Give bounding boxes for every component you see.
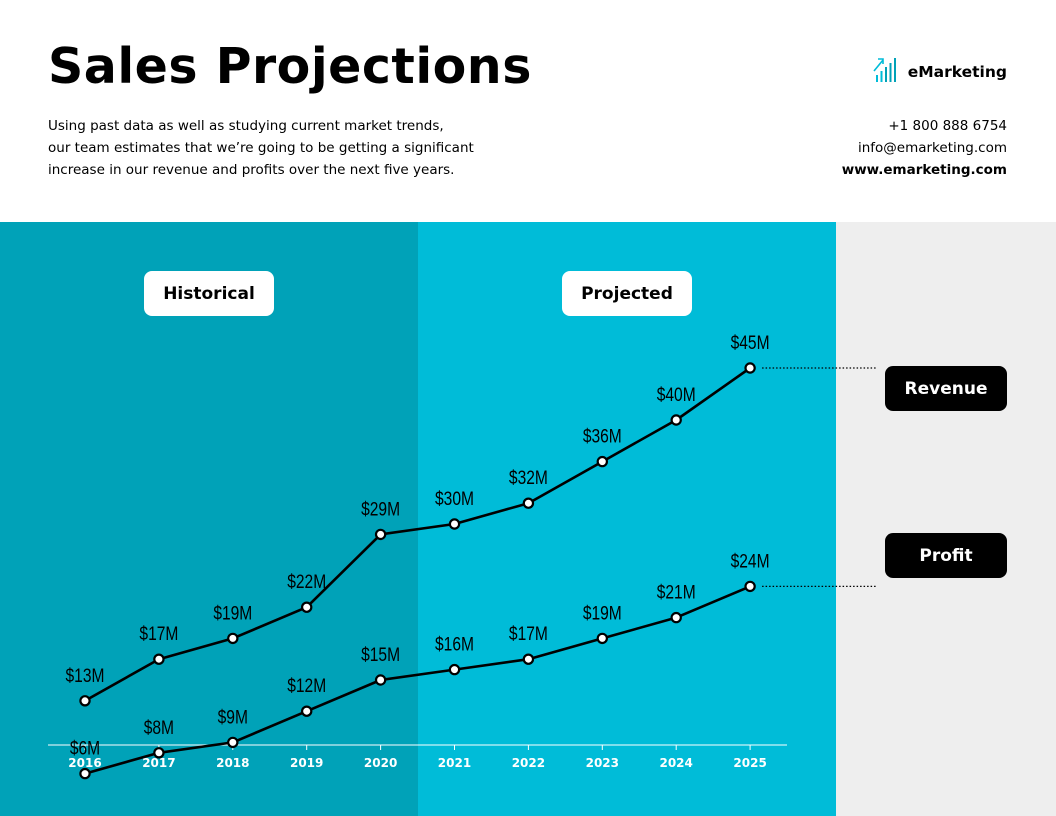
- data-point: [596, 632, 609, 645]
- series-line-profit: [84, 585, 751, 775]
- data-point: [153, 653, 165, 665]
- x-tick-label: 2021: [438, 756, 471, 770]
- x-tick-label: 2025: [733, 756, 766, 770]
- website-link[interactable]: www.emarketing.com: [841, 162, 1007, 178]
- brand-logo: eMarketing: [873, 56, 1007, 87]
- x-tick-label: 2023: [586, 756, 619, 770]
- description-line: Using past data as well as studying curr…: [48, 118, 444, 134]
- data-label: $36M: [583, 425, 622, 447]
- series-line-revenue: [84, 366, 751, 702]
- data-label: $8M: [144, 716, 174, 738]
- data-point: [227, 632, 239, 645]
- data-label: $19M: [583, 602, 622, 624]
- data-label: $22M: [287, 571, 326, 593]
- data-label: $15M: [361, 644, 400, 666]
- page-title: Sales Projections: [48, 38, 532, 95]
- data-point: [79, 767, 91, 780]
- data-label: $24M: [731, 550, 770, 572]
- data-label: $6M: [70, 737, 100, 759]
- data-point: [374, 528, 387, 541]
- data-point: [448, 663, 461, 676]
- data-point: [522, 653, 535, 665]
- data-label: $19M: [213, 602, 252, 624]
- bar-chart-arrow-icon: [873, 56, 900, 87]
- data-label: $21M: [657, 581, 696, 603]
- data-point: [744, 362, 756, 374]
- x-tick-label: 2016: [68, 756, 101, 770]
- email-address: info@emarketing.com: [857, 140, 1007, 156]
- data-label: $17M: [139, 623, 178, 645]
- data-label: $16M: [435, 633, 474, 655]
- data-label: $17M: [509, 623, 548, 645]
- data-point: [374, 674, 387, 686]
- data-point: [670, 611, 682, 624]
- x-tick-label: 2018: [216, 756, 249, 770]
- data-label: $32M: [509, 467, 548, 489]
- data-label: $12M: [287, 675, 326, 697]
- legend-panel: [836, 222, 1056, 816]
- data-point: [153, 747, 165, 759]
- historical-section-label: Historical: [144, 271, 274, 316]
- legend-profit: Profit: [885, 533, 1007, 578]
- x-tick-label: 2019: [290, 756, 323, 770]
- x-tick-label: 2020: [364, 756, 397, 770]
- data-point: [522, 497, 535, 509]
- description-line: our team estimates that we’re going to b…: [48, 140, 474, 156]
- data-point: [227, 736, 239, 749]
- historical-panel: [0, 222, 418, 816]
- x-tick-label: 2022: [512, 756, 545, 770]
- data-point: [448, 518, 461, 530]
- x-tick-label: 2017: [142, 756, 175, 770]
- data-point: [744, 580, 756, 593]
- data-label: $45M: [731, 332, 770, 354]
- data-point: [596, 455, 609, 468]
- data-label: $9M: [218, 706, 248, 728]
- data-point: [670, 414, 682, 426]
- projected-section-label: Projected: [562, 271, 692, 316]
- data-point: [79, 695, 91, 707]
- phone-number: +1 800 888 6754: [888, 118, 1007, 134]
- legend-revenue: Revenue: [885, 366, 1007, 411]
- brand-name: eMarketing: [907, 62, 1007, 81]
- x-tick-label: 2024: [659, 756, 692, 770]
- description: Using past data as well as studying curr…: [48, 115, 518, 181]
- data-label: $29M: [361, 498, 400, 520]
- data-label: $40M: [657, 384, 696, 406]
- data-point: [301, 601, 313, 613]
- data-label: $13M: [66, 664, 105, 686]
- contact-info: +1 800 888 6754 info@emarketing.com www.…: [842, 115, 1007, 181]
- data-point: [301, 705, 313, 717]
- data-label: $30M: [435, 488, 474, 510]
- description-line: increase in our revenue and profits over…: [48, 162, 455, 178]
- projected-panel: [418, 222, 836, 816]
